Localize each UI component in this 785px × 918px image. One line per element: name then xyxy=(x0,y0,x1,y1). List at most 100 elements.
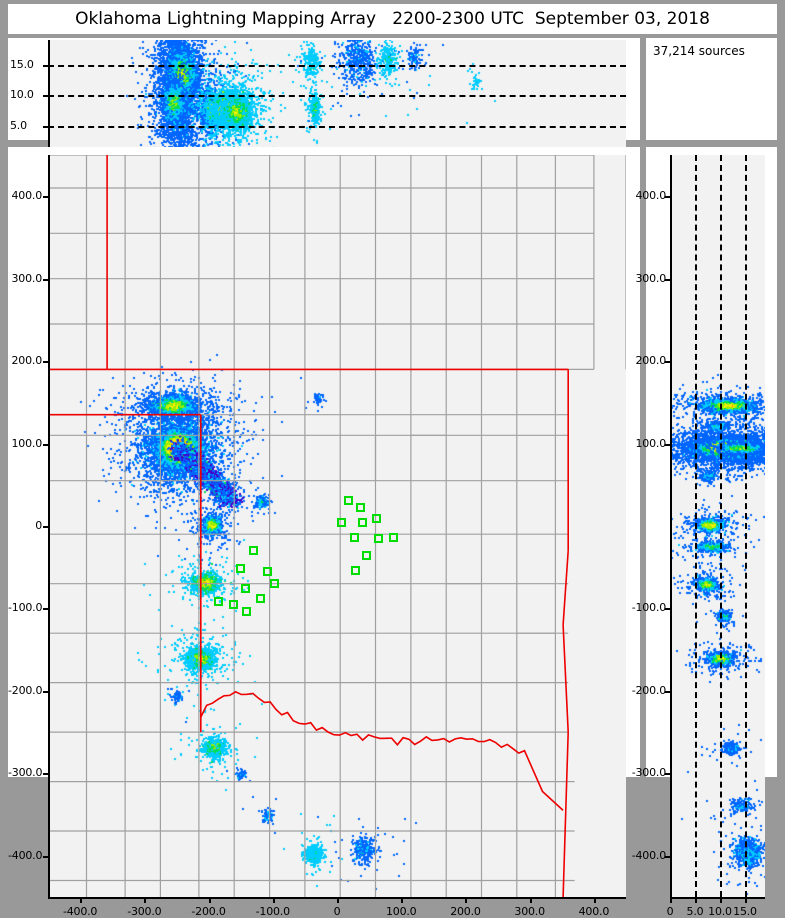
map-xtick-label: 300.0 xyxy=(514,905,545,918)
top-ytick xyxy=(43,95,50,98)
map-plot-area xyxy=(48,155,626,897)
right-ytick-label: -400.0 xyxy=(631,848,666,862)
map-xtick xyxy=(80,897,83,903)
station-marker-4 xyxy=(371,514,381,524)
right-ytick xyxy=(665,361,672,364)
right-source-scatter xyxy=(670,155,765,897)
map-ytick xyxy=(43,855,50,858)
map-ytick xyxy=(43,278,50,281)
right-xtick-label: 15.0 xyxy=(733,905,757,918)
right-y-axis xyxy=(670,155,672,897)
map-xtick-label: -400.0 xyxy=(62,905,98,918)
right-plot-area xyxy=(670,155,765,897)
station-marker-7 xyxy=(388,532,398,542)
map-ytick-label: -200.0 xyxy=(8,683,43,697)
map-ytick-label: 100.0 xyxy=(11,436,43,450)
station-marker-3 xyxy=(357,517,367,527)
map-xtick xyxy=(337,897,339,903)
gridline-y-10.0 xyxy=(48,95,626,98)
map-xtick xyxy=(593,897,596,903)
map-xtick xyxy=(272,897,275,903)
right-ytick-label: 200.0 xyxy=(635,354,667,368)
page-title: Oklahoma Lightning Mapping Array 2200-23… xyxy=(75,9,710,29)
station-marker-17 xyxy=(242,606,252,616)
gridline-x-5.0 xyxy=(695,155,697,897)
top-y-axis xyxy=(48,40,50,157)
right-ytick xyxy=(665,608,672,611)
source-count-label: 37,214 sources xyxy=(653,44,745,58)
lma-plot-window: Oklahoma Lightning Mapping Array 2200-23… xyxy=(8,4,777,918)
top-plot-area xyxy=(48,40,626,157)
right-ytick-label: -200.0 xyxy=(631,683,666,697)
station-marker-13 xyxy=(240,583,250,593)
right-x-axis xyxy=(670,897,765,899)
right-ytick xyxy=(665,690,672,693)
top-ytick xyxy=(43,126,50,129)
right-ytick xyxy=(665,773,672,776)
station-marker-1 xyxy=(356,502,366,512)
map-xtick xyxy=(208,897,211,903)
right-xtick xyxy=(695,897,697,903)
station-marker-11 xyxy=(235,563,245,573)
map-xtick xyxy=(529,897,532,903)
top-source-scatter xyxy=(48,40,626,157)
map-ytick xyxy=(43,443,50,446)
right-xtick xyxy=(670,897,672,903)
map-ytick xyxy=(43,361,50,364)
station-marker-14 xyxy=(256,593,266,603)
station-marker-8 xyxy=(361,550,371,560)
map-xtick-label: 400.0 xyxy=(578,905,610,918)
map-plan-view-panel: -400.0 -300.0 -200.0 -100.0 0 100.0 200.0 300.0… xyxy=(8,147,640,918)
station-marker-9 xyxy=(351,565,361,575)
map-xtick-label: 100.0 xyxy=(385,905,417,918)
right-ytick-label: 100.0 xyxy=(635,436,667,450)
station-marker-16 xyxy=(229,600,239,610)
title-bar: Oklahoma Lightning Mapping Array 2200-23… xyxy=(8,4,777,34)
map-ytick-label: -100.0 xyxy=(8,601,43,615)
map-ytick-label: 200.0 xyxy=(11,354,43,368)
top-ytick-label: 10.0 xyxy=(10,88,34,102)
right-ytick xyxy=(665,855,672,858)
right-xtick xyxy=(720,897,722,903)
gridline-y-5.0 xyxy=(48,126,626,129)
station-marker-12 xyxy=(262,567,272,577)
station-marker-5 xyxy=(349,532,359,542)
right-ytick-label: -100.0 xyxy=(631,601,666,615)
map-ytick-label: -300.0 xyxy=(8,766,43,780)
map-ytick-label: 300.0 xyxy=(11,271,43,285)
station-marker-2 xyxy=(337,517,347,527)
map-ytick xyxy=(43,773,50,776)
map-ytick xyxy=(43,526,50,528)
map-xtick xyxy=(401,897,404,903)
station-marker-18 xyxy=(213,596,223,606)
right-ytick xyxy=(665,443,672,446)
right-ytick xyxy=(665,278,672,281)
source-count-panel: 37,214 sources xyxy=(646,38,777,140)
map-xtick-label: -200.0 xyxy=(191,905,226,918)
top-ytick xyxy=(43,64,50,67)
right-ytick-label: 300.0 xyxy=(635,271,667,285)
map-ytick xyxy=(43,608,50,611)
right-ytick xyxy=(665,196,672,199)
right-xtick xyxy=(745,897,747,903)
right-ytick-label: 400.0 xyxy=(635,189,667,203)
gridline-y-15.0 xyxy=(48,64,626,67)
station-marker-10 xyxy=(248,545,258,555)
map-xtick-label: 0 xyxy=(333,905,341,918)
gridline-x-10.0 xyxy=(720,155,722,897)
station-marker-6 xyxy=(374,534,384,544)
map-ytick-label: 400.0 xyxy=(11,189,43,203)
map-ytick xyxy=(43,196,50,199)
map-xtick xyxy=(465,897,468,903)
map-xtick-label: -100.0 xyxy=(255,905,290,918)
top-ytick-label: 5.0 xyxy=(10,119,27,133)
map-ytick-label: 0 xyxy=(35,519,42,532)
map-xtick xyxy=(144,897,147,903)
altitude-vs-north-south-panel: -400.0 -300.0 -200.0 -100.0 100.0 200.0 300.0 4… xyxy=(632,147,777,918)
map-ytick xyxy=(43,690,50,693)
map-xtick-label: 200.0 xyxy=(450,905,481,918)
top-ytick-label: 15.0 xyxy=(10,57,34,71)
gridline-x-15.0 xyxy=(745,155,747,897)
station-marker-15 xyxy=(270,578,280,588)
map-xtick-label: -300.0 xyxy=(127,905,162,918)
